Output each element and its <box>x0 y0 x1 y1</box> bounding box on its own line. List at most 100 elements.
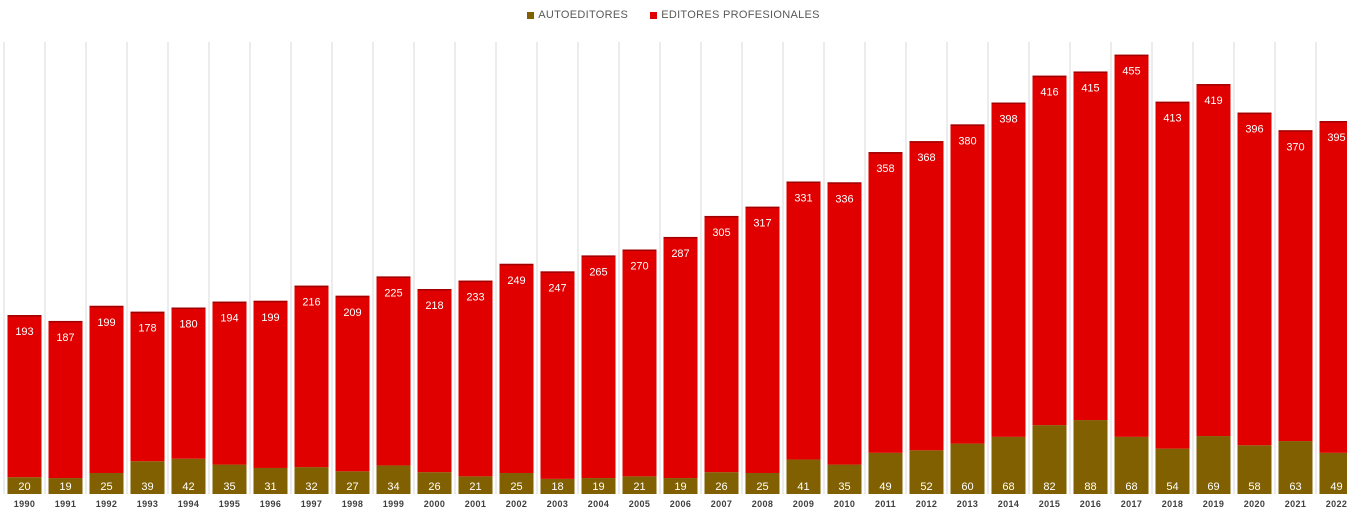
bar-editores-profesionales-2015 <box>1032 75 1067 426</box>
data-label-editores-profesionales-2010: 336 <box>835 193 853 205</box>
bar-editores-profesionales-2012 <box>909 141 944 451</box>
bar-autoeditores-2000 <box>417 472 452 494</box>
data-label-autoeditores-2007: 26 <box>715 481 727 493</box>
bar-top-edge <box>540 271 575 273</box>
x-tick-label-2010: 2010 <box>834 499 856 509</box>
data-label-editores-profesionales-2012: 368 <box>917 152 935 164</box>
x-tick-label-2008: 2008 <box>752 499 774 509</box>
x-tick-label-2001: 2001 <box>465 499 487 509</box>
data-label-editores-profesionales-1997: 216 <box>302 297 320 309</box>
bar-top-edge <box>1032 75 1067 78</box>
bar-editores-profesionales-2021 <box>1278 130 1313 442</box>
bar-top-edge <box>335 295 370 298</box>
data-label-autoeditores-2021: 63 <box>1289 481 1301 493</box>
data-label-editores-profesionales-2003: 247 <box>548 282 566 294</box>
data-label-autoeditores-2006: 19 <box>674 481 686 493</box>
bar-editores-profesionales-2005 <box>622 249 657 477</box>
bar-autoeditores-2011 <box>868 452 903 494</box>
legend-label-editores-profesionales: EDITORES PROFESIONALES <box>661 9 820 21</box>
bar-autoeditores-2014 <box>991 436 1026 494</box>
data-label-editores-profesionales-2017: 455 <box>1122 66 1140 78</box>
x-tick-label-2021: 2021 <box>1285 499 1307 509</box>
data-label-editores-profesionales-1992: 199 <box>97 317 115 329</box>
bar-autoeditores-2003 <box>540 478 575 494</box>
x-tick-label-2017: 2017 <box>1121 499 1143 509</box>
bar-autoeditores-2017 <box>1114 436 1149 494</box>
grid-layer <box>3 42 1317 494</box>
data-label-autoeditores-2016: 88 <box>1084 481 1096 493</box>
data-label-autoeditores-1998: 27 <box>346 481 358 493</box>
x-tick-label-2013: 2013 <box>957 499 979 509</box>
bar-autoeditores-2019 <box>1196 436 1231 494</box>
data-label-editores-profesionales-2001: 233 <box>466 292 484 304</box>
data-label-autoeditores-2018: 54 <box>1166 481 1178 493</box>
bar-autoeditores-1996 <box>253 467 288 494</box>
bar-editores-profesionales-2018 <box>1155 101 1190 449</box>
legend-item-autoeditores: AUTOEDITORES <box>527 9 628 21</box>
data-label-editores-profesionales-2008: 317 <box>753 218 771 230</box>
data-label-editores-profesionales-1995: 194 <box>220 313 238 325</box>
data-label-autoeditores-2013: 60 <box>961 481 973 493</box>
data-label-editores-profesionales-2004: 265 <box>589 266 607 278</box>
data-label-autoeditores-1992: 25 <box>100 481 112 493</box>
legend-swatch-autoeditores <box>527 11 535 19</box>
bar-top-edge <box>991 102 1026 105</box>
data-label-autoeditores-2020: 58 <box>1248 481 1260 493</box>
data-label-autoeditores-2022: 49 <box>1330 481 1342 493</box>
data-label-editores-profesionales-2002: 249 <box>507 275 525 287</box>
x-tick-label-1990: 1990 <box>14 499 36 509</box>
bar-autoeditores-1999 <box>376 465 411 494</box>
bar-autoeditores-2010 <box>827 464 862 494</box>
x-tick-label-2018: 2018 <box>1162 499 1184 509</box>
data-label-autoeditores-2017: 68 <box>1125 481 1137 493</box>
x-tick-label-2015: 2015 <box>1039 499 1061 509</box>
bar-autoeditores-2012 <box>909 450 944 494</box>
bar-editores-profesionales-2020 <box>1237 112 1272 446</box>
data-label-editores-profesionales-2011: 358 <box>876 163 894 175</box>
bar-editores-profesionales-2017 <box>1114 54 1149 437</box>
x-tick-label-1996: 1996 <box>260 499 282 509</box>
bar-autoeditores-1997 <box>294 467 329 494</box>
bar-editores-profesionales-2007 <box>704 215 739 473</box>
x-tick-label-1993: 1993 <box>137 499 159 509</box>
x-tick-label-2002: 2002 <box>506 499 528 509</box>
data-label-editores-profesionales-2018: 413 <box>1163 113 1181 125</box>
bar-editores-profesionales-1999 <box>376 276 411 466</box>
x-tick-label-2014: 2014 <box>998 499 1020 509</box>
bar-top-edge <box>253 300 288 303</box>
data-label-autoeditores-2015: 82 <box>1043 481 1055 493</box>
bar-editores-profesionales-1992 <box>89 305 124 473</box>
bar-autoeditores-2020 <box>1237 445 1272 494</box>
data-label-autoeditores-2004: 19 <box>592 481 604 493</box>
x-tick-label-2020: 2020 <box>1244 499 1266 509</box>
data-label-autoeditores-1993: 39 <box>141 481 153 493</box>
bar-autoeditores-2013 <box>950 443 985 494</box>
bar-editores-profesionales-1996 <box>253 300 288 468</box>
bar-editores-profesionales-2001 <box>458 280 493 477</box>
x-tick-label-2022: 2022 <box>1326 499 1347 509</box>
data-label-autoeditores-2000: 26 <box>428 481 440 493</box>
data-label-editores-profesionales-2014: 398 <box>999 114 1017 126</box>
bar-autoeditores-2008 <box>745 473 780 494</box>
bar-editores-profesionales-2013 <box>950 124 985 444</box>
data-label-autoeditores-2009: 41 <box>797 481 809 493</box>
data-label-editores-profesionales-1996: 199 <box>261 312 279 324</box>
bar-editores-profesionales-2019 <box>1196 84 1231 437</box>
bar-top-edge <box>1073 71 1108 73</box>
bar-editores-profesionales-1998 <box>335 295 370 472</box>
x-tick-label-1992: 1992 <box>96 499 118 509</box>
x-tick-label-1991: 1991 <box>55 499 77 509</box>
x-tick-label-2006: 2006 <box>670 499 692 509</box>
bar-autoeditores-2002 <box>499 473 534 494</box>
bar-autoeditores-2022 <box>1319 452 1347 494</box>
bar-top-edge <box>48 320 83 323</box>
x-tick-label-1995: 1995 <box>219 499 241 509</box>
data-label-autoeditores-1995: 35 <box>223 481 235 493</box>
bar-editores-profesionales-2009 <box>786 181 821 460</box>
data-label-editores-profesionales-1993: 178 <box>138 323 156 335</box>
data-label-editores-profesionales-2019: 419 <box>1204 95 1222 107</box>
data-label-editores-profesionales-2016: 415 <box>1081 82 1099 94</box>
x-tick-label-2003: 2003 <box>547 499 569 509</box>
bar-top-edge <box>212 301 247 304</box>
